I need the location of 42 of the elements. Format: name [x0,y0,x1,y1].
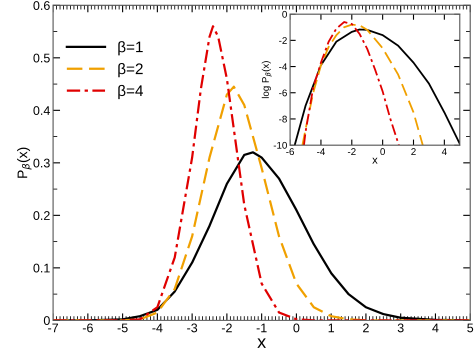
x-tick-label: -5 [118,324,128,332]
x-tick-label: 1 [328,324,334,332]
legend-label: β=1 [118,41,143,56]
y-tick-label: -6 [279,89,287,96]
y-tick-label: 0.4 [33,106,50,115]
y-tick-label: 0.5 [33,54,50,62]
x-tick-label: 4 [432,324,439,332]
x-tick-label: -6 [286,148,294,156]
x-tick-label: -3 [187,323,198,332]
x-axis-title: x [257,338,266,348]
line-series [294,28,460,146]
x-tick-label: -2 [348,148,356,155]
x-tick-label: 2 [363,323,369,332]
legend-label: β=2 [118,62,143,78]
y-tick-label: 0.6 [33,1,50,10]
x-axis-title: x [372,158,378,164]
y-tick-label: 0.1 [33,264,50,273]
y-tick-label: 0 [44,316,50,326]
x-tick-label: 0 [293,323,300,332]
y-tick-label: -2 [279,37,287,44]
x-tick-label: -7 [48,324,58,332]
x-tick-label: 2 [411,148,416,155]
y-tick-label: 0.3 [33,158,50,168]
x-tick-label: -1 [256,324,267,332]
y-tick-label: -10 [274,142,287,149]
y-tick-label: 0 [282,10,287,18]
legend-label: β=4 [118,84,144,100]
x-tick-label: -4 [317,148,325,155]
y-tick-label: 0.2 [33,211,50,220]
y-tick-label: -8 [279,116,287,123]
x-tick-label: 3 [398,323,404,332]
x-tick-label: -2 [222,323,232,332]
line-series [302,24,424,146]
x-tick-label: -6 [82,323,93,332]
y-axis-title: P$_{β}$(x) [17,148,32,178]
x-tick-label: -4 [152,324,163,332]
x-tick-label: 4 [442,148,447,155]
y-tick-label: -4 [279,63,288,70]
line-series [303,21,400,146]
x-tick-label: 5 [467,324,474,332]
x-tick-label: 0 [380,148,385,156]
y-axis-title: log P$_{β}$(x) [262,61,272,98]
